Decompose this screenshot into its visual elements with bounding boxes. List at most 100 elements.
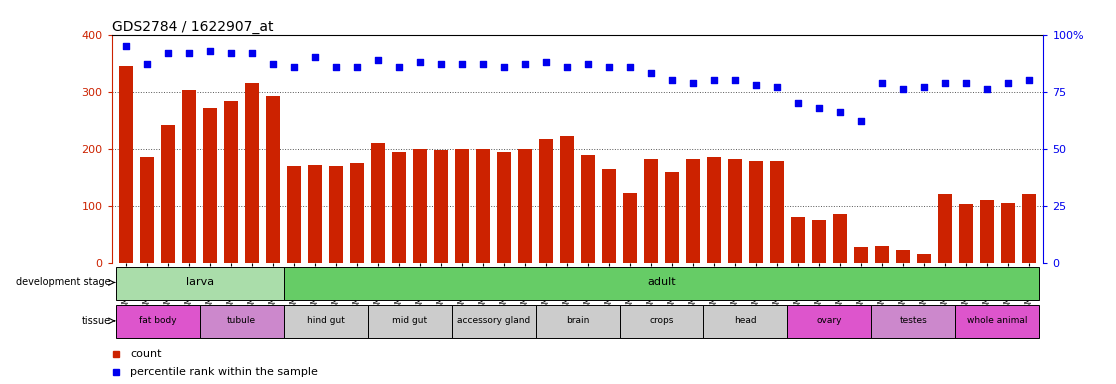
Bar [791, 217, 805, 263]
Bar [498, 152, 511, 263]
Bar [665, 172, 679, 263]
Text: adult: adult [647, 278, 676, 288]
Bar [434, 150, 448, 263]
Point [622, 63, 639, 70]
Bar [875, 246, 888, 263]
Point [160, 50, 177, 56]
Bar [329, 166, 343, 263]
Bar [224, 101, 238, 263]
Bar [619, 305, 703, 338]
Text: count: count [131, 349, 162, 359]
Bar [980, 200, 993, 263]
Bar [749, 161, 762, 263]
Point [432, 61, 450, 67]
Bar [581, 154, 595, 263]
Bar [200, 305, 283, 338]
Bar [872, 305, 955, 338]
Bar [182, 90, 196, 263]
Point [327, 63, 345, 70]
Bar [623, 194, 637, 263]
Bar [560, 136, 574, 263]
Point [579, 61, 597, 67]
Point [474, 61, 492, 67]
Bar [267, 96, 280, 263]
Bar [644, 159, 657, 263]
Point [705, 77, 723, 83]
Bar [119, 66, 133, 263]
Bar [308, 165, 323, 263]
Point [391, 63, 408, 70]
Bar [393, 152, 406, 263]
Point [369, 56, 387, 63]
Point [222, 50, 240, 56]
Bar [367, 305, 452, 338]
Text: testes: testes [899, 316, 927, 325]
Text: brain: brain [566, 316, 589, 325]
Point [894, 86, 912, 93]
Point [201, 48, 219, 54]
Bar [955, 305, 1039, 338]
Point [789, 100, 807, 106]
Bar [708, 157, 721, 263]
Point [727, 77, 744, 83]
Bar [937, 194, 952, 263]
Text: GDS2784 / 1622907_at: GDS2784 / 1622907_at [112, 20, 273, 33]
Bar [603, 169, 616, 263]
Text: mid gut: mid gut [392, 316, 427, 325]
Bar [116, 267, 283, 300]
Point [243, 50, 261, 56]
Bar [452, 305, 536, 338]
Bar [518, 149, 532, 263]
Bar [959, 204, 973, 263]
Point [537, 59, 555, 65]
Point [810, 104, 828, 111]
Point [999, 79, 1017, 86]
Text: head: head [734, 316, 757, 325]
Point [411, 59, 429, 65]
Point [138, 61, 156, 67]
Point [978, 86, 995, 93]
Point [1020, 77, 1038, 83]
Point [600, 63, 618, 70]
Bar [686, 159, 700, 263]
Bar [413, 149, 427, 263]
Bar [162, 125, 175, 263]
Point [936, 79, 954, 86]
Bar [1001, 203, 1014, 263]
Bar [833, 215, 847, 263]
Bar [788, 305, 872, 338]
Point [516, 61, 533, 67]
Bar [728, 159, 742, 263]
Bar [1022, 194, 1036, 263]
Bar [917, 255, 931, 263]
Bar [896, 250, 910, 263]
Text: accessory gland: accessory gland [456, 316, 530, 325]
Bar [536, 305, 619, 338]
Bar [203, 108, 218, 263]
Point [264, 61, 282, 67]
Text: larva: larva [185, 278, 214, 288]
Point [496, 63, 513, 70]
Point [642, 70, 660, 76]
Bar [141, 157, 154, 263]
Point [663, 77, 681, 83]
Bar [455, 149, 469, 263]
Bar [350, 163, 364, 263]
Bar [770, 161, 783, 263]
Bar [539, 139, 552, 263]
Bar [854, 247, 867, 263]
Point [348, 63, 366, 70]
Bar [703, 305, 788, 338]
Point [117, 43, 135, 49]
Text: hind gut: hind gut [307, 316, 345, 325]
Point [684, 79, 702, 86]
Text: percentile rank within the sample: percentile rank within the sample [131, 366, 318, 377]
Bar [288, 166, 301, 263]
Point [831, 109, 849, 115]
Text: whole animal: whole animal [968, 316, 1028, 325]
Bar [283, 267, 1039, 300]
Point [286, 63, 304, 70]
Point [915, 84, 933, 90]
Text: crops: crops [650, 316, 674, 325]
Point [956, 79, 974, 86]
